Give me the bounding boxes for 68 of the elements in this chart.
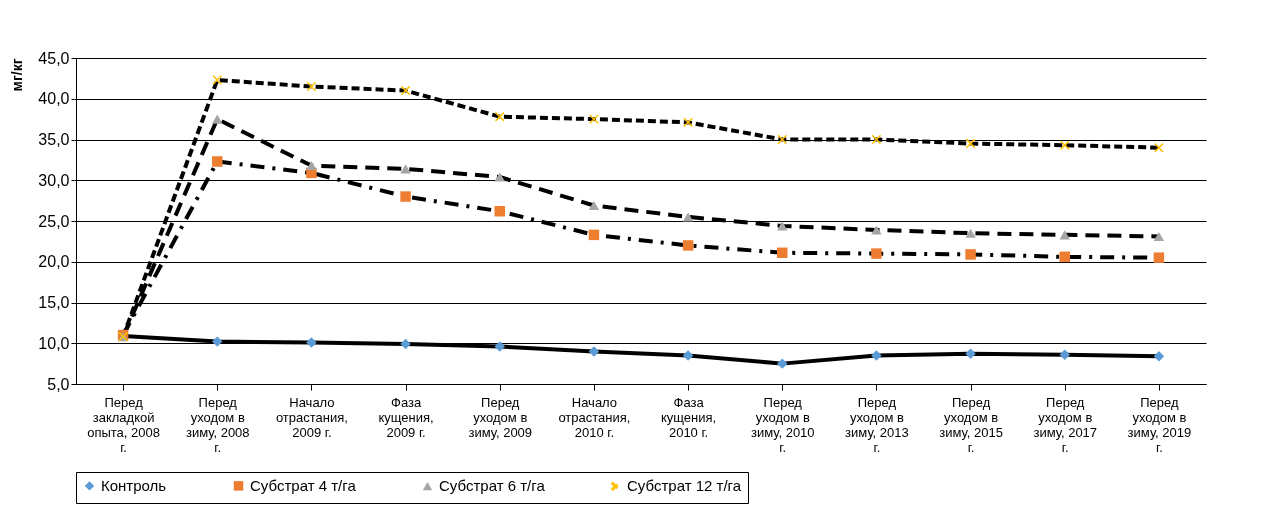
y-tick-label: 15,0 [38, 294, 70, 311]
y-axis-title: мг/кг [8, 58, 25, 92]
x-tick-label: Начало отрастания, 2009 г. [275, 394, 348, 440]
point [871, 248, 882, 259]
point [306, 161, 317, 171]
point [777, 358, 788, 369]
point [494, 172, 505, 182]
x-tick-label: Перед уходом в зиму, 2015 г. [939, 394, 1003, 455]
point [588, 200, 600, 211]
point [965, 228, 976, 238]
point [400, 338, 411, 350]
x-tick-label: Перед уходом в зиму, 2010 г. [750, 394, 815, 455]
legend-label: Субстрат 4 т/га [250, 476, 357, 494]
y-tick-label: 35,0 [38, 131, 70, 148]
x-tick-label: Перед уходом в зиму, 2009 [468, 394, 533, 440]
y-tick-label: 10,0 [38, 334, 70, 352]
point [1153, 252, 1165, 263]
point [212, 75, 223, 85]
point [1059, 230, 1070, 240]
point [306, 337, 317, 348]
y-tick-label: 40,0 [38, 90, 70, 108]
x-tick-label: Фаза кущения, 2009 г. [378, 394, 434, 440]
y-tick-label: 20,0 [38, 253, 70, 271]
point [400, 164, 411, 174]
point [400, 85, 411, 96]
y-tick-label: 25,0 [38, 212, 70, 230]
y-tick-label: 5,0 [47, 375, 70, 393]
x-tick-label: Перед закладкой опыта, 2008 г. [87, 394, 160, 455]
point [965, 138, 976, 149]
point [965, 249, 976, 260]
y-tick-label: 45,0 [38, 49, 70, 67]
point [1153, 142, 1164, 153]
x-tick-label: Перед уходом в зиму, 2017 г. [1033, 394, 1098, 455]
point [777, 247, 788, 259]
x-tick-label: Начало отрастания, 2010 г. [558, 394, 631, 440]
point [777, 134, 788, 145]
legend-label: Субстрат 6 т/га [439, 477, 546, 495]
point [1059, 140, 1070, 151]
point [1059, 349, 1070, 360]
x-tick-label: Перед уходом в зиму, 2008 г. [185, 394, 250, 455]
point [1059, 251, 1070, 263]
point [871, 225, 882, 235]
legend-label: Субстрат 12 т/га [627, 477, 742, 495]
point [400, 191, 411, 202]
point [494, 205, 505, 217]
point [212, 114, 223, 124]
point [682, 212, 694, 222]
point [871, 350, 882, 361]
y-tick-label: 30,0 [38, 171, 70, 189]
point [1153, 351, 1165, 362]
point [494, 341, 505, 352]
point [306, 81, 317, 92]
point [588, 229, 600, 241]
point [682, 350, 694, 361]
point [965, 348, 976, 360]
x-tick-label: Перед уходом в зиму, 2013 г. [845, 394, 909, 455]
x-tick-label: Перед уходом в зиму, 2019 г. [1127, 394, 1192, 455]
point [588, 346, 600, 357]
point [871, 134, 882, 145]
point [212, 156, 223, 167]
point [682, 240, 694, 251]
point [1153, 231, 1165, 242]
x-tick-label: Фаза кущения, 2010 г. [660, 394, 717, 440]
point [494, 111, 505, 122]
point [212, 336, 223, 347]
legend-label: Контроль [101, 476, 167, 494]
point [683, 117, 694, 128]
point [588, 114, 599, 125]
